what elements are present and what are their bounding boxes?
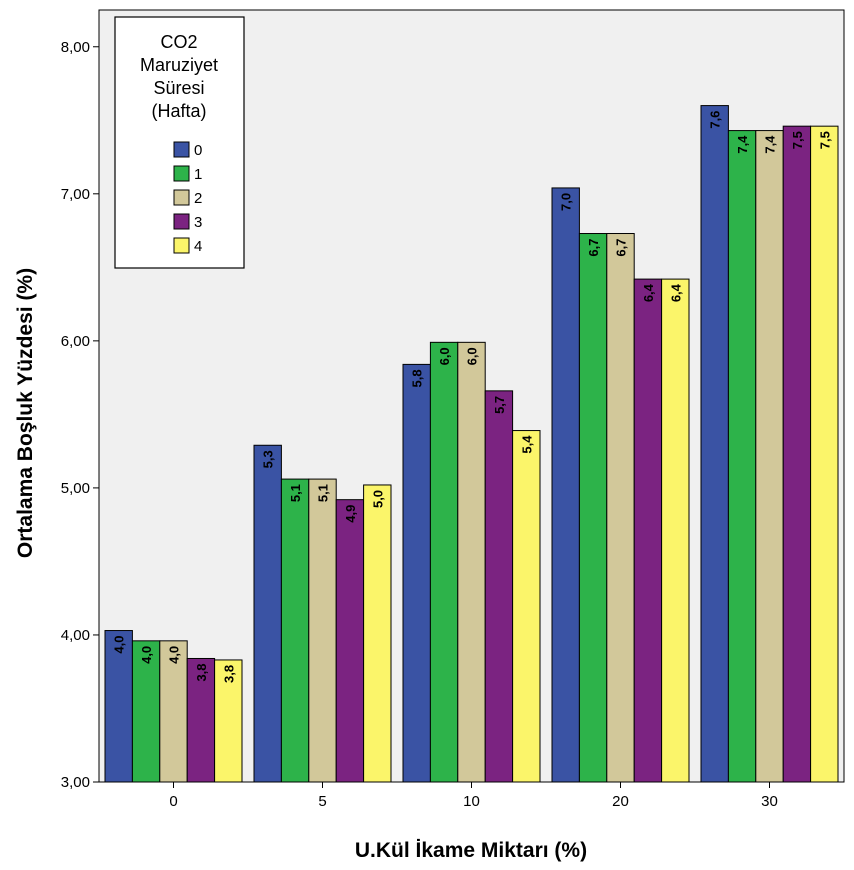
data-label: 4,0: [167, 646, 182, 664]
y-tick-label: 4,00: [61, 627, 90, 644]
y-tick-label: 6,00: [61, 333, 90, 350]
x-tick-label: 5: [318, 793, 326, 810]
legend-label: 4: [194, 238, 202, 255]
bar: [280, 478, 310, 783]
data-label: 7,5: [817, 131, 832, 149]
data-label: 4,9: [343, 505, 358, 523]
data-label: 3,8: [194, 663, 209, 681]
bar: [578, 233, 608, 783]
x-tick-label: 0: [169, 793, 177, 810]
bar: [253, 444, 282, 783]
bar: [727, 130, 757, 783]
data-label: 6,7: [586, 239, 601, 257]
y-tick-label: 7,00: [61, 186, 90, 203]
data-label: 4,0: [112, 636, 127, 654]
data-label: 3,8: [221, 665, 236, 683]
bar: [551, 187, 580, 783]
bar: [782, 125, 812, 783]
data-label: 7,4: [735, 135, 750, 154]
bar: [335, 499, 365, 783]
legend-swatch: [173, 141, 190, 158]
legend-title-line-2: Maruziyet: [140, 55, 218, 75]
legend-label: 1: [194, 166, 202, 183]
y-axis: 3,00 4,00 5,00 6,00 7,00 8,00: [61, 39, 99, 791]
x-axis-title: U.Kül İkame Miktarı (%): [355, 839, 587, 862]
data-label: 7,6: [708, 111, 723, 129]
data-label: 6,7: [614, 239, 629, 257]
legend-items: 0 1 2 3 4: [173, 141, 202, 255]
bar: [363, 484, 392, 783]
legend-title-line-3: Süresi: [153, 78, 204, 98]
y-tick-label: 3,00: [61, 774, 90, 791]
legend-title-line-1: CO2: [160, 32, 197, 52]
data-label: 5,7: [492, 396, 507, 414]
x-tick-label: 10: [463, 793, 480, 810]
bar: [606, 233, 635, 783]
y-tick-label: 5,00: [61, 480, 90, 497]
y-tick-label: 8,00: [61, 39, 90, 56]
bar: [308, 478, 337, 783]
bar: [484, 390, 514, 783]
bar: [512, 430, 541, 783]
data-label: 5,1: [316, 484, 331, 502]
legend-label: 0: [194, 142, 202, 159]
legend-label: 2: [194, 190, 202, 207]
legend-swatch: [173, 189, 190, 206]
data-label: 7,0: [559, 193, 574, 211]
data-label: 6,0: [437, 347, 452, 365]
bar: [429, 341, 459, 783]
x-tick-label: 20: [612, 793, 629, 810]
legend-swatch: [173, 237, 190, 254]
data-label: 7,4: [763, 135, 778, 154]
data-label: 5,8: [410, 369, 425, 387]
x-tick-label: 30: [761, 793, 778, 810]
bar: [810, 125, 839, 783]
bar: [661, 278, 690, 783]
bar: [214, 659, 243, 783]
x-axis: 0 5 10 20 30: [169, 782, 778, 810]
bar: [402, 363, 431, 783]
legend: CO2 Maruziyet Süresi (Hafta) 0 1 2 3 4: [114, 16, 245, 269]
legend-label: 3: [194, 214, 202, 231]
data-labels: 4,0 4,0 4,0 3,8 3,8 5,3 5,1 5,1 4,9 5,0 5,8 6,0 6,0 5…: [112, 111, 833, 683]
legend-swatch: [173, 165, 190, 182]
bar: [186, 657, 216, 783]
bars: [104, 105, 839, 783]
data-label: 5,3: [261, 450, 276, 468]
data-label: 6,4: [668, 283, 683, 302]
bar: [633, 278, 663, 783]
data-label: 5,0: [370, 490, 385, 508]
bar: [457, 341, 486, 783]
data-label: 5,4: [519, 435, 534, 454]
data-label: 6,0: [465, 347, 480, 365]
data-label: 6,4: [641, 283, 656, 302]
bar: [159, 640, 188, 783]
data-label: 5,1: [288, 484, 303, 502]
legend-title-line-4: (Hafta): [151, 101, 206, 121]
bar: [104, 630, 133, 783]
bar: [755, 130, 784, 783]
legend-swatch: [173, 213, 190, 230]
data-label: 4,0: [139, 646, 154, 664]
y-axis-title: Ortalama Boşluk Yüzdesi (%): [14, 268, 37, 558]
bar: [700, 105, 729, 783]
data-label: 7,5: [790, 131, 805, 149]
